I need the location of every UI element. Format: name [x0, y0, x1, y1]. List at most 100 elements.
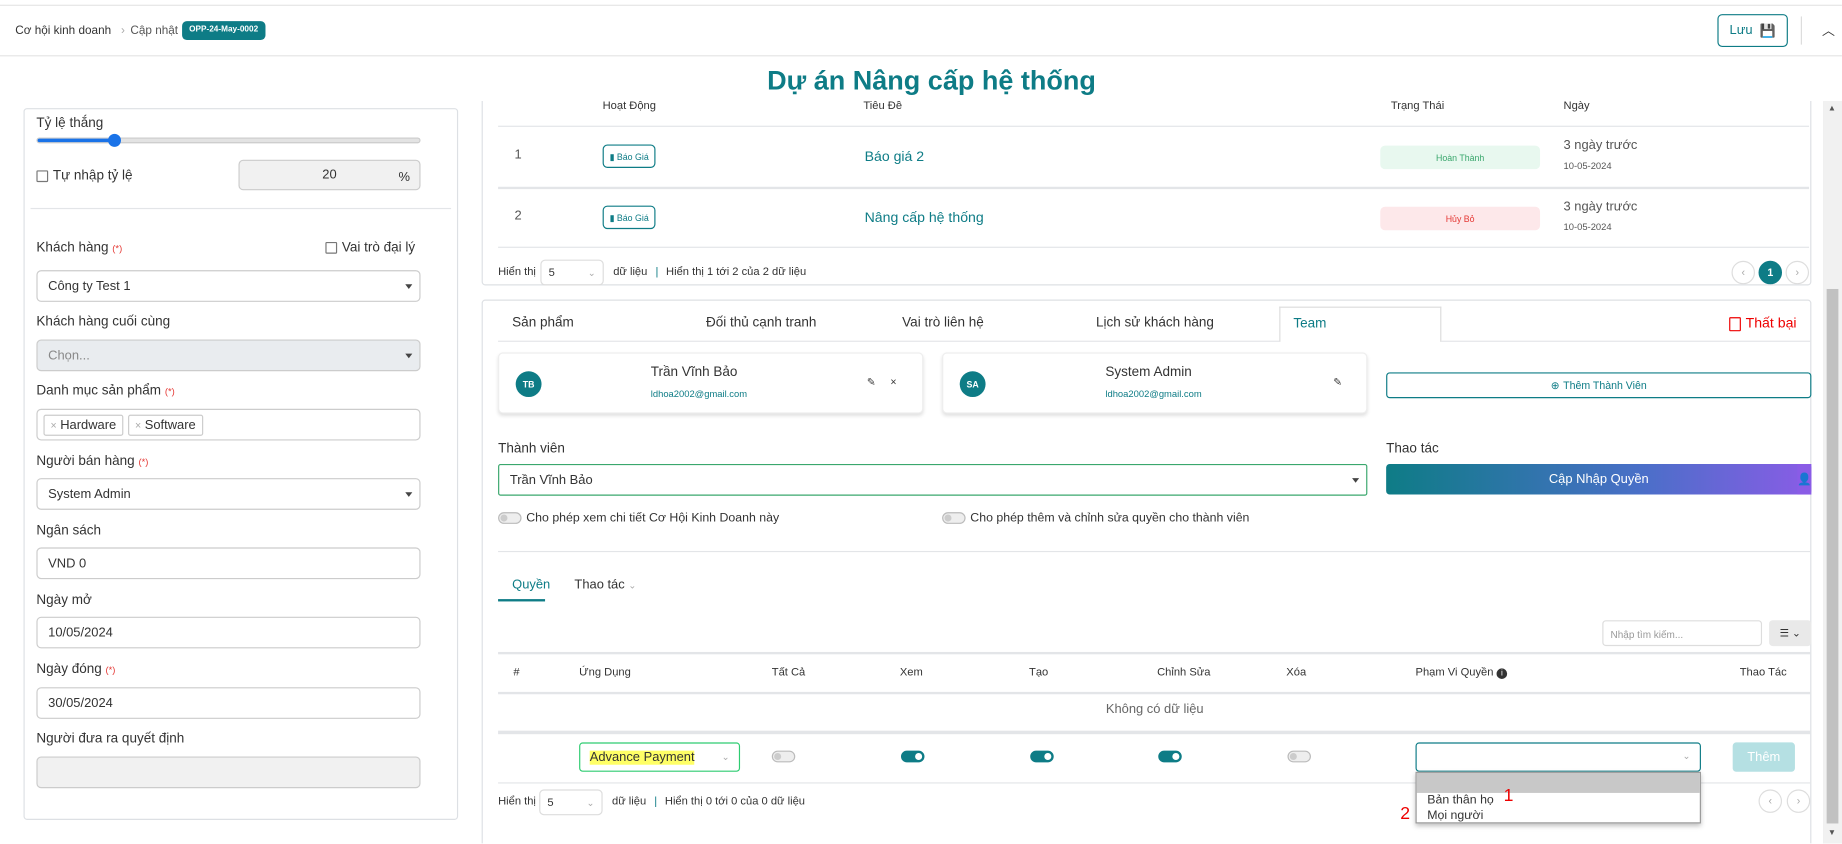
next-page-button[interactable]: ›: [1786, 789, 1811, 813]
open-date-input[interactable]: 10/05/2024: [36, 616, 421, 649]
toggle-all[interactable]: [771, 750, 796, 763]
remove-icon[interactable]: ×: [50, 418, 57, 431]
toggle-switch[interactable]: [1158, 750, 1182, 763]
show-label: Hiển thị: [498, 795, 536, 809]
row-relative-date: 3 ngày trước: [1563, 138, 1638, 153]
tab-products[interactable]: Sản phẩm: [512, 315, 574, 331]
status-badge: Hủy Bỏ: [1380, 206, 1541, 231]
close-icon[interactable]: ×: [890, 375, 897, 388]
member-select[interactable]: Trần Vĩnh Bảo: [498, 464, 1368, 496]
dropdown-option[interactable]: Bản thân họ: [1427, 792, 1494, 808]
activity-badge[interactable]: ▮ Báo Giá: [602, 205, 656, 230]
dropdown-option[interactable]: Mọi người: [1427, 808, 1484, 823]
divider: [498, 550, 1811, 553]
close-date-input[interactable]: 30/05/2024: [36, 687, 421, 719]
activity-badge[interactable]: ▮ Báo Giá: [602, 144, 656, 168]
scrollbar[interactable]: ▲ ▼: [1823, 101, 1842, 844]
row-title-link[interactable]: Báo giá 2: [864, 148, 925, 165]
subtab-permissions[interactable]: Quyền: [512, 577, 551, 593]
prev-page-button[interactable]: ‹: [1758, 789, 1783, 813]
toggle-switch[interactable]: [771, 750, 796, 763]
save-icon: 💾: [1759, 24, 1776, 39]
scope-dropdown: Bản thân họ Mọi người: [1415, 771, 1701, 824]
scope-select[interactable]: ⌄: [1415, 742, 1701, 772]
toggle-switch[interactable]: [1287, 750, 1311, 763]
tab-customer-history[interactable]: Lịch sử khách hàng: [1095, 315, 1214, 331]
toggle-switch[interactable]: [900, 750, 925, 763]
app-select[interactable]: Advance Payment ⌄: [579, 742, 741, 772]
toggle-edit[interactable]: [1158, 750, 1182, 763]
col-status: Trạng Thái: [1390, 101, 1445, 113]
toggle-edit-permission[interactable]: Cho phép thêm và chỉnh sửa quyền cho thà…: [942, 511, 1249, 525]
status-badge: Hoàn Thành: [1380, 145, 1541, 170]
remove-icon[interactable]: ×: [135, 418, 142, 431]
app-value: Advance Payment: [589, 750, 695, 765]
toggle-view[interactable]: [900, 750, 925, 763]
row-index: 1: [514, 148, 522, 163]
manual-rate-label: Tự nhập tỷ lệ: [52, 169, 133, 184]
lost-checkbox[interactable]: Thất bại: [1729, 315, 1797, 331]
add-permission-button[interactable]: Thêm: [1732, 742, 1795, 772]
toggle-view-permission[interactable]: Cho phép xem chi tiết Cơ Hội Kinh Doanh …: [498, 511, 779, 525]
customer-select[interactable]: Công ty Test 1: [36, 270, 421, 302]
add-member-button[interactable]: ⊕ Thêm Thành Viên: [1386, 372, 1812, 399]
dropdown-option-empty[interactable]: [1416, 772, 1700, 793]
agent-role-checkbox[interactable]: Vai trò đại lý: [325, 241, 415, 255]
chevron-down-icon: ⌄: [628, 580, 637, 591]
toggle-create[interactable]: [1030, 750, 1054, 763]
page-size-select[interactable]: 5 ⌄: [540, 259, 604, 286]
scroll-down-icon[interactable]: ▼: [1827, 829, 1836, 838]
member-value: Trần Vĩnh Bảo: [509, 472, 593, 487]
edit-icon[interactable]: ✎: [866, 375, 876, 388]
end-customer-select[interactable]: Chọn...: [36, 339, 421, 372]
caret-down-icon: [1352, 478, 1360, 483]
next-page-button[interactable]: ›: [1785, 260, 1810, 285]
page-size-select[interactable]: 5 ⌄: [539, 789, 603, 816]
caret-down-icon: [405, 353, 413, 359]
tab-team-label: Team: [1293, 317, 1327, 332]
edit-icon[interactable]: ✎: [1333, 375, 1343, 388]
tag-hardware[interactable]: × Hardware: [43, 414, 124, 436]
manual-rate-input[interactable]: 20%: [238, 159, 421, 191]
close-date-value: 30/05/2024: [48, 696, 113, 711]
row-date: 10-05-2024: [1563, 160, 1612, 172]
chevron-up-icon[interactable]: ︿: [1821, 24, 1835, 39]
tab-team[interactable]: Team: [1279, 306, 1442, 342]
toggle[interactable]: [942, 512, 966, 524]
win-rate-handle[interactable]: [108, 133, 121, 147]
toggle-switch[interactable]: [1030, 750, 1054, 763]
col-create: Tạo: [1029, 666, 1049, 679]
toggle[interactable]: [498, 512, 522, 524]
tab-contact-roles[interactable]: Vai trò liên hệ: [902, 315, 984, 331]
decision-maker-input[interactable]: [36, 756, 421, 789]
search-input[interactable]: Nhập tìm kiếm...: [1602, 620, 1763, 647]
prev-page-button[interactable]: ‹: [1731, 260, 1756, 285]
col-index: #: [513, 666, 520, 679]
divider: [498, 340, 1280, 342]
budget-input[interactable]: VND 0: [36, 547, 421, 580]
separator: |: [654, 795, 658, 809]
save-button[interactable]: Lưu 💾: [1717, 14, 1788, 47]
tag-software[interactable]: × Software: [127, 414, 203, 436]
empty-message: Không có dữ liệu: [1105, 702, 1204, 717]
scroll-up-icon[interactable]: ▲: [1827, 104, 1836, 113]
column-toggle-button[interactable]: ☰ ⌄: [1769, 620, 1812, 647]
salesperson-label: Người bán hàng (*): [36, 454, 149, 469]
percent-sign: %: [398, 170, 410, 185]
row-date: 10-05-2024: [1563, 222, 1612, 233]
breadcrumb-home[interactable]: Cơ hội kinh doanh: [15, 24, 112, 38]
subtab-actions[interactable]: Thao tác ⌄: [574, 577, 637, 593]
manual-rate-checkbox[interactable]: Tự nhập tỷ lệ: [36, 169, 133, 184]
tab-competitors[interactable]: Đối thủ cạnh tranh: [705, 315, 817, 331]
update-permission-button[interactable]: Cập Nhập Quyền 👤: [1386, 464, 1812, 495]
scrollbar-thumb[interactable]: [1826, 288, 1839, 824]
page-1-button[interactable]: 1: [1758, 260, 1783, 285]
toggle-delete[interactable]: [1287, 750, 1311, 763]
product-category-input[interactable]: × Hardware × Software: [36, 408, 421, 441]
row-title-link[interactable]: Nâng cấp hệ thống: [864, 209, 984, 226]
salesperson-select[interactable]: System Admin: [36, 478, 421, 510]
page-title: Dự án Nâng cấp hệ thống: [767, 64, 1096, 96]
caret-down-icon: [405, 492, 413, 497]
win-rate-slider[interactable]: [36, 133, 421, 147]
divider: [498, 125, 1810, 127]
